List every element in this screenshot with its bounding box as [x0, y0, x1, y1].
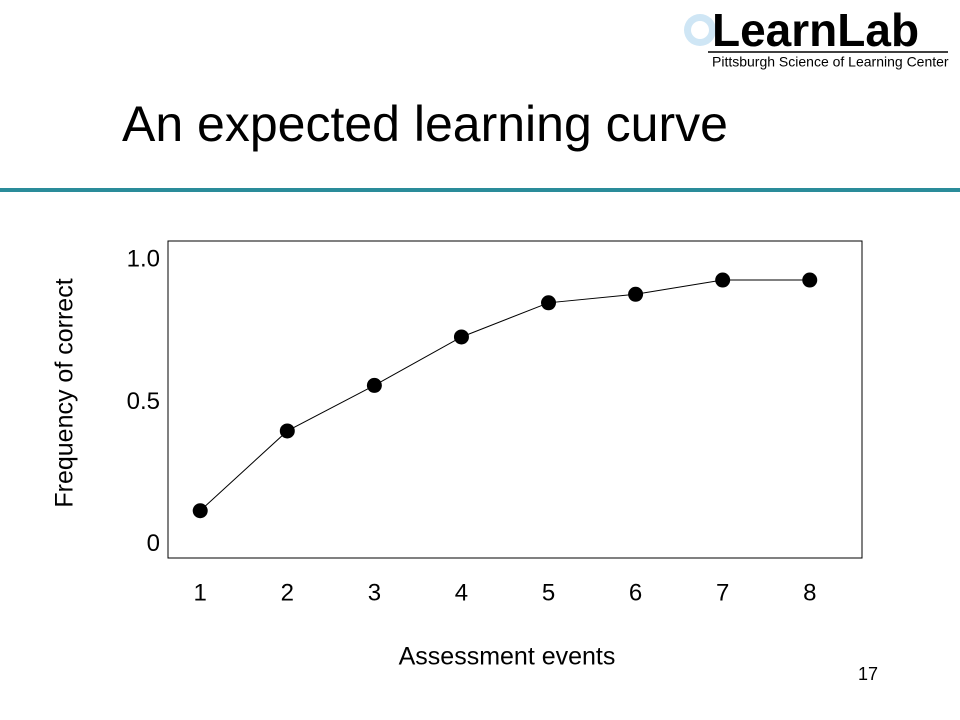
point [628, 286, 644, 302]
x-tick-label: 3 [368, 579, 381, 606]
x-tick-label: 1 [194, 579, 207, 606]
slide-title: An expected learning curve [122, 96, 728, 152]
x-tick-label: 7 [716, 579, 729, 606]
y-tick-label: 0.5 [127, 388, 160, 415]
x-tick-label: 5 [542, 579, 555, 606]
point [279, 423, 295, 439]
point [366, 377, 382, 393]
page-number: 17 [858, 664, 878, 684]
y-axis-label: Frequency of correct [51, 278, 79, 507]
title-rule [0, 188, 960, 192]
plot-frame [167, 240, 863, 559]
x-tick-label: 2 [281, 579, 294, 606]
point [453, 329, 469, 345]
logo-name: LearnLab [712, 4, 919, 56]
y-tick-label: 0 [147, 530, 160, 557]
x-tick-label: 6 [629, 579, 642, 606]
x-tick-label: 4 [455, 579, 468, 606]
y-tick-label: 1.0 [127, 245, 160, 272]
logo-subtitle: Pittsburgh Science of Learning Center [712, 54, 949, 70]
x-tick-label: 8 [803, 579, 816, 606]
logo-sun-core [691, 21, 709, 39]
point [192, 503, 208, 519]
point [541, 295, 557, 311]
x-axis-label: Assessment events [399, 643, 616, 671]
point [802, 272, 818, 288]
logo: LearnLab Pittsburgh Science of Learning … [684, 4, 949, 70]
curve [199, 279, 810, 512]
point [715, 272, 731, 288]
